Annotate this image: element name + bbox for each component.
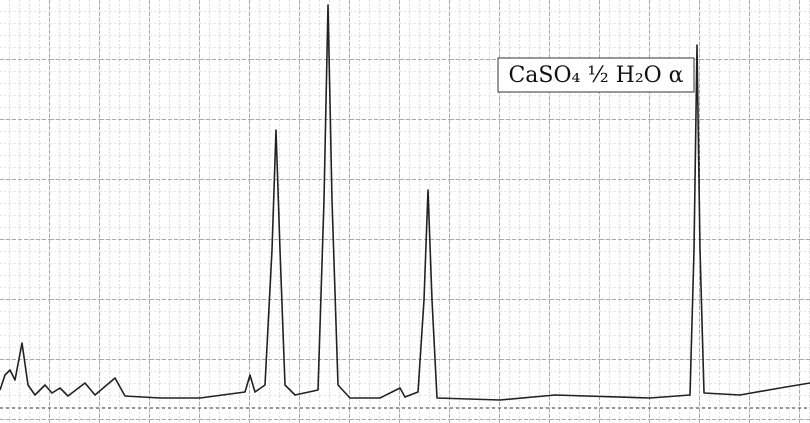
chart-title: CaSO₄ ½ H₂O α xyxy=(508,63,683,88)
diffraction-trace xyxy=(0,4,810,401)
annotation-box xyxy=(497,57,695,93)
